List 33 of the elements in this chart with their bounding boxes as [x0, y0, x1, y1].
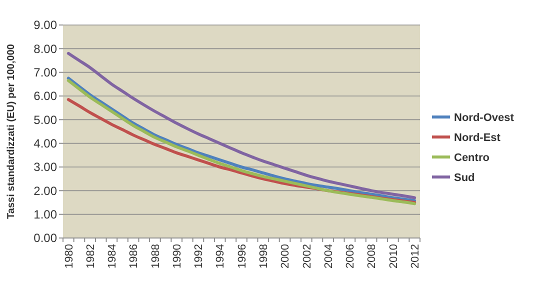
x-tick-label: 1990	[171, 244, 184, 268]
legend-label: Centro	[454, 152, 490, 164]
y-axis-title: Tassi standardizzati (EU) per 100,000	[6, 44, 17, 219]
x-tick-label: 2000	[280, 244, 292, 268]
x-tick-label: 1982	[84, 244, 97, 268]
x-tick-label: 1994	[214, 244, 227, 268]
y-tick-label: 1.00	[34, 208, 58, 222]
x-tick-label: 1988	[150, 244, 162, 268]
y-tick-label: 4.00	[34, 136, 58, 151]
y-tick-label: 5.00	[34, 112, 58, 127]
x-tick-label: 1992	[193, 244, 206, 268]
x-tick-label: 2010	[388, 244, 400, 268]
y-tick-label: 9.00	[34, 18, 58, 32]
y-tick-label: 7.00	[34, 66, 58, 80]
y-tick-label: 2.00	[34, 184, 58, 198]
y-tick-label: 3.00	[34, 160, 58, 174]
legend-label: Sud	[454, 172, 475, 184]
x-tick-label: 1998	[258, 244, 270, 268]
y-tick-label: 0.00	[34, 231, 58, 246]
legend-label: Nord-Est	[454, 132, 501, 144]
x-tick-label: 1984	[106, 244, 119, 268]
x-tick-label: 1980	[63, 244, 76, 268]
x-tick-label: 1986	[128, 244, 140, 268]
x-tick-label: 2002	[301, 244, 314, 268]
legend-label: Nord-Ovest	[454, 112, 514, 124]
line-series	[66, 52, 416, 200]
y-tick-label: 6.00	[34, 89, 58, 104]
x-tick-label: 2004	[322, 244, 335, 268]
x-tick-label: 1996	[236, 244, 248, 268]
y-tick-label: 8.00	[34, 42, 58, 56]
x-tick-label: 2012	[409, 244, 422, 268]
x-tick-label: 2006	[344, 244, 357, 268]
x-tick-label: 2008	[366, 244, 378, 268]
